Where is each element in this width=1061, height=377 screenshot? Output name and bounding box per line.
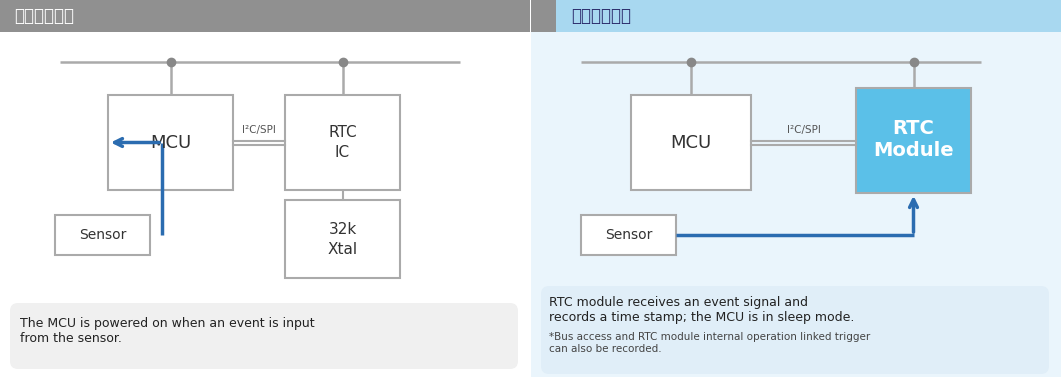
Text: RTC module receives an event signal and
records a time stamp; the MCU is in slee: RTC module receives an event signal and … [549, 296, 854, 324]
Text: 32k: 32k [328, 222, 356, 236]
Text: 公共电路配置: 公共电路配置 [14, 7, 74, 25]
Text: MCU: MCU [150, 133, 191, 152]
Text: Sensor: Sensor [79, 228, 126, 242]
Text: RTC: RTC [892, 119, 935, 138]
Text: *Bus access and RTC module internal operation linked trigger
can also be recorde: *Bus access and RTC module internal oper… [549, 332, 870, 354]
Bar [0, 0, 530, 377]
Text: IC: IC [335, 145, 350, 160]
Bar [285, 95, 400, 190]
Text: The MCU is powered on when an event is input
from the sensor.: The MCU is powered on when an event is i… [20, 317, 315, 345]
Bar [530, 0, 1061, 377]
Text: Module: Module [873, 141, 954, 160]
Bar [556, 0, 1061, 32]
Text: I²C/SPI: I²C/SPI [786, 126, 820, 135]
Text: Sensor: Sensor [605, 228, 653, 242]
Bar [0, 0, 530, 32]
Bar [581, 215, 676, 255]
Bar [631, 95, 751, 190]
FancyBboxPatch shape [10, 303, 518, 369]
Bar [108, 95, 233, 190]
Bar [856, 88, 971, 193]
FancyBboxPatch shape [541, 286, 1049, 374]
Bar [55, 215, 150, 255]
Text: RTC: RTC [328, 125, 356, 140]
Text: 爱普生的提议: 爱普生的提议 [571, 7, 631, 25]
Bar [530, 0, 556, 32]
Text: I²C/SPI: I²C/SPI [242, 126, 276, 135]
Text: Xtal: Xtal [328, 242, 358, 256]
Bar [285, 200, 400, 278]
Text: MCU: MCU [671, 133, 712, 152]
